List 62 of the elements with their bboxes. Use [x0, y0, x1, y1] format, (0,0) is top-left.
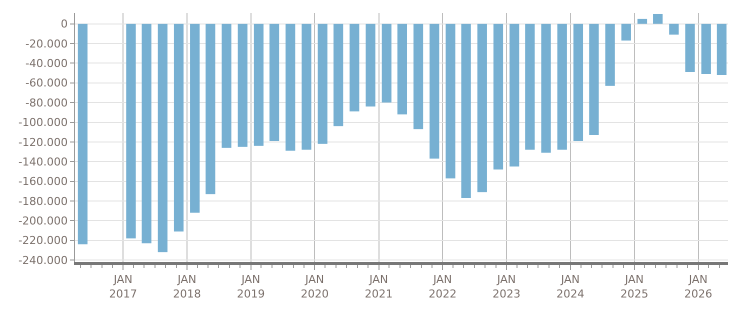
- x-tick-label: JAN 2020: [300, 273, 329, 300]
- bar: [653, 14, 663, 24]
- x-tick-label: JAN 2023: [492, 273, 520, 300]
- bar: [605, 24, 615, 86]
- y-tick-label: -180.000: [18, 194, 68, 208]
- bar: [685, 24, 695, 72]
- bar: [397, 24, 408, 114]
- y-tick-label: -60.000: [25, 76, 68, 90]
- bar: [621, 24, 631, 41]
- bar: [637, 18, 648, 24]
- bar: [716, 24, 727, 75]
- bar: [493, 24, 504, 170]
- bar: [318, 24, 328, 144]
- y-tick-label: 0: [60, 18, 68, 31]
- y-tick-label: -240.000: [18, 254, 68, 267]
- bar: [238, 24, 248, 147]
- bar: [510, 24, 520, 167]
- y-tick-label: -120.000: [18, 136, 68, 149]
- bar: [557, 24, 567, 150]
- x-tick-label: JAN 2026: [684, 273, 712, 300]
- bar: [302, 24, 312, 150]
- bar: [461, 24, 471, 198]
- bar: [446, 24, 456, 178]
- y-tick-label: -20.000: [25, 37, 68, 50]
- bar: [413, 24, 424, 130]
- bar: [174, 24, 184, 232]
- x-tick-label: JAN 2019: [236, 273, 265, 300]
- x-tick-label: JAN 2025: [620, 273, 648, 300]
- y-tick-label: -160.000: [18, 175, 68, 188]
- bar: [206, 24, 216, 194]
- y-tick-label: -140.000: [18, 155, 68, 168]
- x-tick-label: JAN 2017: [109, 273, 138, 300]
- y-tick-label: -100.000: [18, 116, 68, 130]
- bar: [222, 24, 232, 148]
- bar: [366, 24, 376, 106]
- bar: [477, 24, 487, 192]
- bar: [190, 24, 200, 213]
- x-tick-label: JAN 2024: [556, 273, 584, 300]
- bar: [334, 24, 344, 126]
- y-tick-label: -40.000: [25, 57, 68, 70]
- y-tick-label: -220.000: [18, 234, 68, 248]
- bar: [78, 24, 88, 244]
- bar: [286, 24, 296, 151]
- bar: [254, 24, 264, 146]
- bar: [142, 24, 152, 244]
- bar: [589, 24, 599, 136]
- bar: [382, 24, 392, 103]
- x-tick-label: JAN 2018: [172, 273, 201, 300]
- x-tick-label: JAN 2021: [364, 273, 393, 300]
- bar: [525, 24, 535, 150]
- bar: [669, 24, 679, 35]
- bar: [158, 24, 168, 252]
- bar: [350, 24, 360, 112]
- bar: [126, 24, 136, 238]
- bar: [701, 24, 711, 74]
- y-tick-label: -200.000: [18, 214, 68, 228]
- bar: [430, 24, 440, 159]
- bar: [269, 24, 280, 141]
- bar: [541, 24, 551, 153]
- bar: [573, 24, 584, 141]
- x-tick-label: JAN 2022: [428, 273, 457, 300]
- y-tick-label: -80.000: [25, 96, 68, 110]
